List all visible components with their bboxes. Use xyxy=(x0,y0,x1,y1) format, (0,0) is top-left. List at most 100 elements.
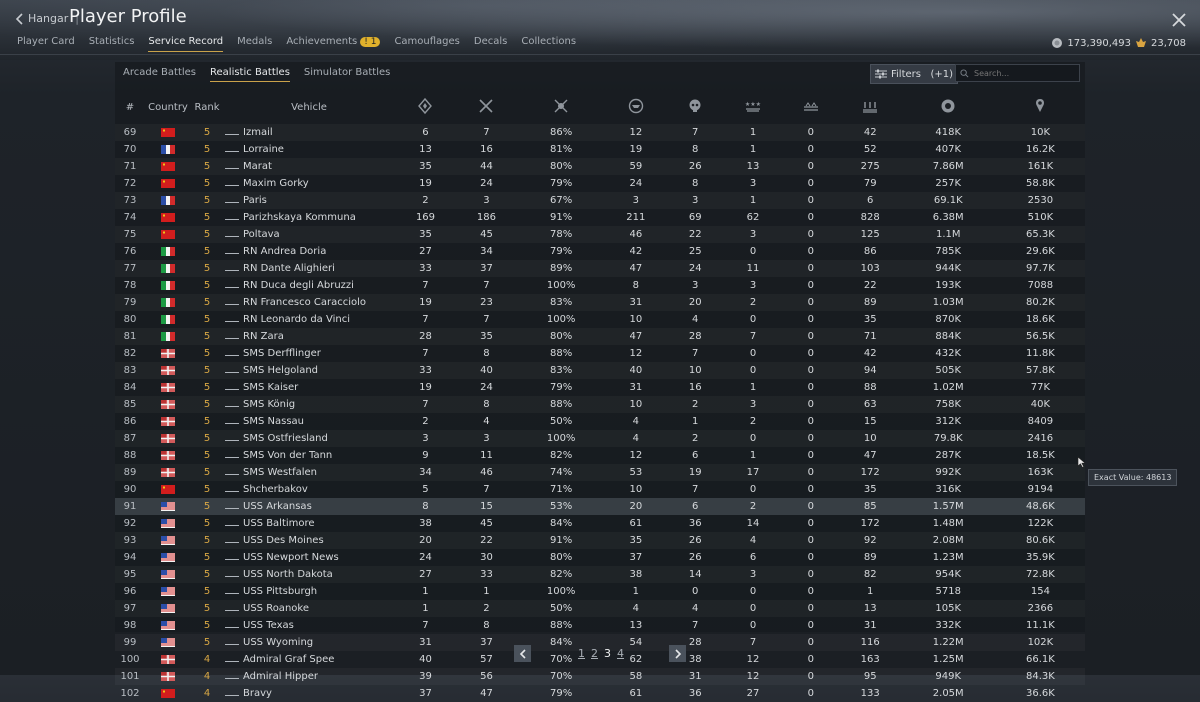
table-row[interactable]: 69 5 Izmail 6 7 86% 12 7 1 0 42 418K 10K xyxy=(115,124,1085,141)
stat-cell-research-points: 8409 xyxy=(1027,416,1054,427)
italy-flag-icon xyxy=(161,280,175,290)
table-row[interactable]: 86 5 SMS Nassau 2 4 50% 4 1 2 0 15 312K 8409 xyxy=(115,413,1085,430)
table-row[interactable]: 93 5 USS Des Moines 20 22 91% 35 26 4 0 92 2.08M 80.… xyxy=(115,532,1085,549)
aircraft-destroyed-icon xyxy=(863,101,878,113)
tab-service-record[interactable]: Service Record xyxy=(148,36,224,52)
stat-cell-silver-earned: 1.03M xyxy=(932,297,964,308)
tab-medals[interactable]: Medals xyxy=(237,36,272,52)
table-row[interactable]: 81 5 RN Zara 28 35 80% 47 28 7 0 71 884K 56.5K xyxy=(115,328,1085,345)
column-win-rate[interactable] xyxy=(517,90,605,124)
column-research-points[interactable] xyxy=(996,90,1085,124)
stat-cell-win-rate: 81% xyxy=(550,144,573,155)
page-link-4[interactable]: 4 xyxy=(617,647,624,660)
table-row[interactable]: 73 5 Paris 2 3 67% 3 3 1 0 6 69.1K 2530 xyxy=(115,192,1085,209)
page-link-2[interactable]: 2 xyxy=(591,647,598,660)
row-index: 98 xyxy=(123,620,137,631)
search-input[interactable] xyxy=(972,67,1076,79)
rank-cell: 5 xyxy=(203,229,211,240)
table-row[interactable]: 94 5 USS Newport News 24 30 80% 37 26 6 0 89 1.23M 3… xyxy=(115,549,1085,566)
column-silver-earned[interactable] xyxy=(901,90,996,124)
back-button[interactable]: Hangar | xyxy=(15,12,82,25)
tab-collections[interactable]: Collections xyxy=(521,36,576,52)
table-row[interactable]: 95 5 USS North Dakota 27 33 82% 38 14 3 0 82 954K 72… xyxy=(115,566,1085,583)
search-box[interactable] xyxy=(955,64,1080,82)
ussr-flag-icon xyxy=(161,229,175,239)
tab-arcade-battles[interactable]: Arcade Battles xyxy=(123,67,197,78)
france-flag-icon xyxy=(161,144,175,154)
back-label: Hangar xyxy=(28,12,69,25)
rank-cell: 4 xyxy=(203,688,211,699)
column-deaths[interactable] xyxy=(666,90,724,124)
column-index[interactable]: # xyxy=(125,101,135,113)
table-row[interactable]: 78 5 RN Duca degli Abruzzi 7 7 100% 8 3 3 0 22 193K… xyxy=(115,277,1085,294)
column-vehicle[interactable]: Vehicle xyxy=(291,101,327,113)
tab-camouflages[interactable]: Camouflages xyxy=(394,36,459,52)
table-row[interactable]: 98 5 USS Texas 7 8 88% 13 7 0 0 31 332K 11.1K xyxy=(115,617,1085,634)
table-row[interactable]: 90 5 Shcherbakov 5 7 71% 10 7 0 0 35 316K 9194 xyxy=(115,481,1085,498)
column-rank[interactable]: Rank xyxy=(194,101,220,113)
tab-achievements[interactable]: Achievements! 1 xyxy=(286,36,381,52)
stat-cell-respawns: 12 xyxy=(629,450,643,461)
stat-cell-win-rate: 100% xyxy=(546,586,576,597)
table-row[interactable]: 101 4 Admiral Hipper 39 56 70% 58 31 12 0 95 949K 84… xyxy=(115,668,1085,685)
stat-cell-ground-destroyed: 0 xyxy=(807,620,814,631)
stat-cell-ships-destroyed: 2 xyxy=(749,416,757,427)
stat-cell-battles: 33 xyxy=(419,263,432,274)
stat-cell-deaths: 3 xyxy=(692,195,699,206)
stat-cell-silver-earned: 870K xyxy=(935,314,962,325)
research-points-icon xyxy=(1036,98,1045,112)
table-row[interactable]: 77 5 RN Dante Alighieri 33 37 89% 47 24 11 0 103 94… xyxy=(115,260,1085,277)
column-ships-destroyed[interactable]: ★★★ xyxy=(724,90,782,124)
table-row[interactable]: 97 5 USS Roanoke 1 2 50% 4 4 0 0 13 105K 2366 xyxy=(115,600,1085,617)
table-row[interactable]: 85 5 SMS König 7 8 88% 10 2 3 0 63 758K 40K xyxy=(115,396,1085,413)
table-row[interactable]: 83 5 SMS Helgoland 33 40 83% 40 10 0 0 94 505K 57.8K xyxy=(115,362,1085,379)
stat-cell-victories: 44 xyxy=(480,161,493,172)
table-row[interactable]: 102 4 Bravy 37 47 79% 61 36 27 0 133 2.05M 36.6K xyxy=(115,685,1085,702)
table-row[interactable]: 84 5 SMS Kaiser 19 24 79% 31 16 1 0 88 1.02M 77K xyxy=(115,379,1085,396)
stat-cell-battles: 1 xyxy=(422,586,429,597)
silver-lions-icon xyxy=(1052,38,1063,48)
page-link-1[interactable]: 1 xyxy=(578,647,585,660)
stat-cell-battles: 9 xyxy=(422,450,429,461)
table-row[interactable]: 79 5 RN Francesco Caracciolo 19 23 83% 31 20 2 0 8… xyxy=(115,294,1085,311)
table-row[interactable]: 92 5 USS Baltimore 38 45 84% 61 36 14 0 172 1.48M 12… xyxy=(115,515,1085,532)
tab-player-card[interactable]: Player Card xyxy=(17,36,75,52)
column-aircraft-destroyed[interactable] xyxy=(840,90,901,124)
table-row[interactable]: 91 5 USS Arkansas 8 15 53% 20 6 2 0 85 1.57M 48.6K xyxy=(115,498,1085,515)
table-row[interactable]: 100 4 Admiral Graf Spee 40 57 70% 62 38 12 0 163 1.… xyxy=(115,651,1085,668)
prev-page-button[interactable] xyxy=(514,645,531,662)
tab-simulator-battles[interactable]: Simulator Battles xyxy=(303,67,391,78)
table-row[interactable]: 80 5 RN Leonardo da Vinci 7 7 100% 10 4 0 0 35 870K… xyxy=(115,311,1085,328)
column-country[interactable]: Country xyxy=(148,101,188,113)
ship-silhouette-icon xyxy=(225,691,239,696)
vehicle-name: Bravy xyxy=(243,688,272,699)
next-page-button[interactable] xyxy=(669,645,686,662)
row-index: 94 xyxy=(123,552,137,563)
country-cell xyxy=(145,430,191,447)
filters-button[interactable]: Filters (+1) xyxy=(870,64,958,84)
table-row[interactable]: 89 5 SMS Westfalen 34 46 74% 53 19 17 0 172 992K 163… xyxy=(115,464,1085,481)
ship-silhouette-icon xyxy=(225,385,239,390)
table-row[interactable]: 82 5 SMS Derfflinger 7 8 88% 12 7 0 0 42 432K 11.8K xyxy=(115,345,1085,362)
column-respawns[interactable] xyxy=(605,90,666,124)
column-ground-destroyed[interactable] xyxy=(782,90,840,124)
table-row[interactable]: 72 5 Maxim Gorky 19 24 79% 24 8 3 0 79 257K 58.8K xyxy=(115,175,1085,192)
table-row[interactable]: 87 5 SMS Ostfriesland 3 3 100% 4 2 0 0 10 79.8K 2416 xyxy=(115,430,1085,447)
table-row[interactable]: 76 5 RN Andrea Doria 27 34 79% 42 25 0 0 86 785K 29.… xyxy=(115,243,1085,260)
column-battles[interactable] xyxy=(395,90,456,124)
page-link-3[interactable]: 3 xyxy=(604,647,611,660)
tab-decals[interactable]: Decals xyxy=(474,36,507,52)
close-icon[interactable] xyxy=(1170,11,1188,29)
tab-realistic-battles[interactable]: Realistic Battles xyxy=(210,66,290,82)
table-row[interactable]: 71 5 Marat 35 44 80% 59 26 13 0 275 7.86M 161K xyxy=(115,158,1085,175)
table-row[interactable]: 88 5 SMS Von der Tann 9 11 82% 12 6 1 0 47 287K 18.5… xyxy=(115,447,1085,464)
table-row[interactable]: 99 5 USS Wyoming 31 37 84% 54 28 7 0 116 1.22M 102K xyxy=(115,634,1085,651)
table-row[interactable]: 70 5 Lorraine 13 16 81% 19 8 1 0 52 407K 16.2K xyxy=(115,141,1085,158)
table-row[interactable]: 96 5 USS Pittsburgh 1 1 100% 1 0 0 0 1 5718 154 xyxy=(115,583,1085,600)
column-victories[interactable] xyxy=(456,90,517,124)
table-row[interactable]: 75 5 Poltava 35 45 78% 46 22 3 0 125 1.1M 65.3K xyxy=(115,226,1085,243)
tab-statistics[interactable]: Statistics xyxy=(89,36,135,52)
rank-cell: 5 xyxy=(203,620,211,631)
stat-cell-research-points: 58.8K xyxy=(1025,178,1055,189)
table-row[interactable]: 74 5 Parizhskaya Kommuna 169 186 91% 211 69 62 0 8… xyxy=(115,209,1085,226)
